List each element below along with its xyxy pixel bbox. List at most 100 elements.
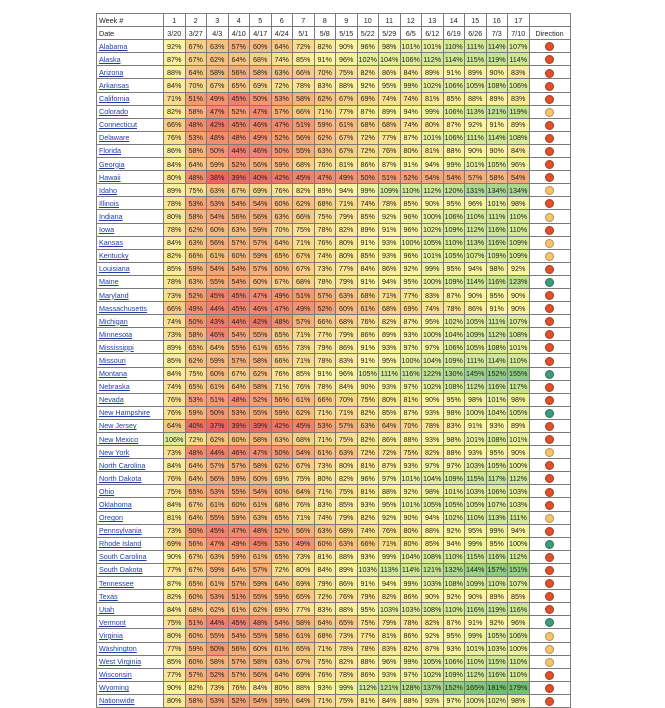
heat-cell: 102%: [421, 78, 444, 93]
state-link[interactable]: Nebraska: [99, 382, 130, 392]
state-link[interactable]: South Carolina: [99, 552, 147, 562]
heat-cell: 100%: [507, 458, 530, 473]
state-link[interactable]: New Jersey: [99, 421, 137, 431]
heat-cell: 81%: [356, 484, 379, 499]
state-link[interactable]: Hawaii: [99, 172, 121, 182]
heat-cell: 56%: [184, 536, 207, 551]
state-link[interactable]: Connecticut: [99, 120, 137, 130]
state-link[interactable]: Iowa: [99, 225, 115, 235]
state-link[interactable]: Oklahoma: [99, 500, 132, 510]
state-link[interactable]: Oregon: [99, 513, 123, 523]
state-link[interactable]: Alabama: [99, 41, 128, 51]
state-link[interactable]: New York: [99, 447, 130, 457]
state-link[interactable]: Arkansas: [99, 81, 129, 91]
heat-cell: 68%: [270, 497, 293, 512]
state-cell: New Mexico: [96, 431, 164, 447]
state-link[interactable]: Georgia: [99, 159, 125, 169]
state-link[interactable]: North Carolina: [99, 460, 146, 470]
state-link[interactable]: California: [99, 94, 130, 104]
state-link[interactable]: North Dakota: [99, 473, 142, 483]
direction-cell: [528, 91, 571, 106]
state-link[interactable]: Vermont: [99, 617, 126, 627]
heat-cell: 93%: [399, 327, 422, 342]
state-cell: Illinois: [96, 196, 164, 211]
direction-cell: [528, 680, 571, 695]
direction-cell: [528, 589, 571, 604]
heat-cell: 95%: [442, 628, 465, 643]
state-link[interactable]: Tennessee: [99, 578, 134, 588]
state-link[interactable]: Indiana: [99, 211, 123, 221]
state-link[interactable]: Wyoming: [99, 683, 129, 693]
state-link[interactable]: Minnesota: [99, 329, 133, 339]
state-link[interactable]: Ohio: [99, 486, 115, 496]
heat-cell: 58%: [206, 65, 229, 80]
state-link[interactable]: New Mexico: [99, 434, 139, 444]
heat-cell: 54%: [227, 261, 250, 276]
heat-cell: 112%: [421, 52, 444, 67]
state-link[interactable]: Alaska: [99, 54, 121, 64]
state-link[interactable]: Nevada: [99, 395, 124, 405]
state-link[interactable]: Utah: [99, 604, 115, 614]
state-link[interactable]: Nationwide: [99, 696, 135, 706]
heat-cell: 80%: [399, 536, 422, 551]
heat-cell: 96%: [378, 654, 401, 669]
state-cell: Arkansas: [96, 78, 164, 93]
state-link[interactable]: Missouri: [99, 355, 126, 365]
state-cell: Wisconsin: [96, 667, 164, 682]
heat-cell: 116%: [485, 379, 508, 394]
state-link[interactable]: Maryland: [99, 290, 129, 300]
state-link[interactable]: Mississippi: [99, 342, 134, 352]
state-link[interactable]: South Dakota: [99, 565, 143, 575]
state-link[interactable]: Wisconsin: [99, 670, 132, 680]
state-link[interactable]: Montana: [99, 369, 127, 379]
state-link[interactable]: Virginia: [99, 630, 123, 640]
heat-cell: 65%: [270, 340, 293, 355]
state-link[interactable]: Maine: [99, 277, 119, 287]
heat-cell: 76%: [313, 157, 336, 172]
heat-cell: 75%: [163, 615, 186, 630]
heat-cell: 121%: [485, 104, 508, 119]
state-link[interactable]: Pennsylvania: [99, 526, 142, 536]
state-link[interactable]: Delaware: [99, 133, 130, 143]
heat-cell: 165%: [464, 680, 487, 695]
state-link[interactable]: Louisiana: [99, 264, 130, 274]
heat-cell: 49%: [270, 287, 293, 303]
heat-cell: 109%: [485, 248, 508, 263]
direction-cell: [528, 65, 571, 80]
heat-cell: 64%: [184, 65, 207, 80]
heat-cell: 83%: [442, 418, 465, 434]
state-link[interactable]: West Virginia: [99, 657, 142, 667]
state-cell: Vermont: [96, 615, 164, 630]
state-link[interactable]: Washington: [99, 644, 137, 654]
state-link[interactable]: Massachusetts: [99, 303, 147, 313]
state-cell: Iowa: [96, 222, 164, 237]
state-link[interactable]: Kentucky: [99, 251, 129, 261]
heat-cell: 88%: [399, 431, 422, 447]
state-link[interactable]: Michigan: [99, 316, 128, 326]
date-cell: 5/15: [335, 26, 358, 41]
state-link[interactable]: Illinois: [99, 198, 119, 208]
heat-cell: 101%: [464, 431, 487, 447]
state-link[interactable]: Arizona: [99, 67, 124, 77]
heat-cell: 69%: [356, 91, 379, 106]
state-link[interactable]: Florida: [99, 146, 121, 156]
state-link[interactable]: New Hampshire: [99, 408, 151, 418]
state-cell: Connecticut: [96, 117, 164, 132]
state-link[interactable]: Rhode Island: [99, 539, 142, 549]
heat-cell: 63%: [249, 510, 272, 525]
heat-cell: 98%: [464, 392, 487, 407]
state-link[interactable]: Colorado: [99, 107, 129, 117]
heat-cell: 63%: [356, 418, 379, 434]
heat-cell: 105%: [442, 497, 465, 512]
heat-cell: 99%: [399, 654, 422, 669]
heat-cell: 78%: [399, 615, 422, 630]
heat-cell: 114%: [485, 353, 508, 368]
heat-cell: 51%: [292, 117, 315, 132]
state-link[interactable]: Idaho: [99, 185, 117, 195]
state-link[interactable]: Texas: [99, 591, 118, 601]
heat-cell: 57%: [227, 654, 250, 669]
heat-cell: 91%: [356, 340, 379, 355]
state-link[interactable]: Kansas: [99, 238, 123, 248]
heat-cell: 46%: [227, 445, 250, 460]
heat-cell: 56%: [249, 667, 272, 682]
